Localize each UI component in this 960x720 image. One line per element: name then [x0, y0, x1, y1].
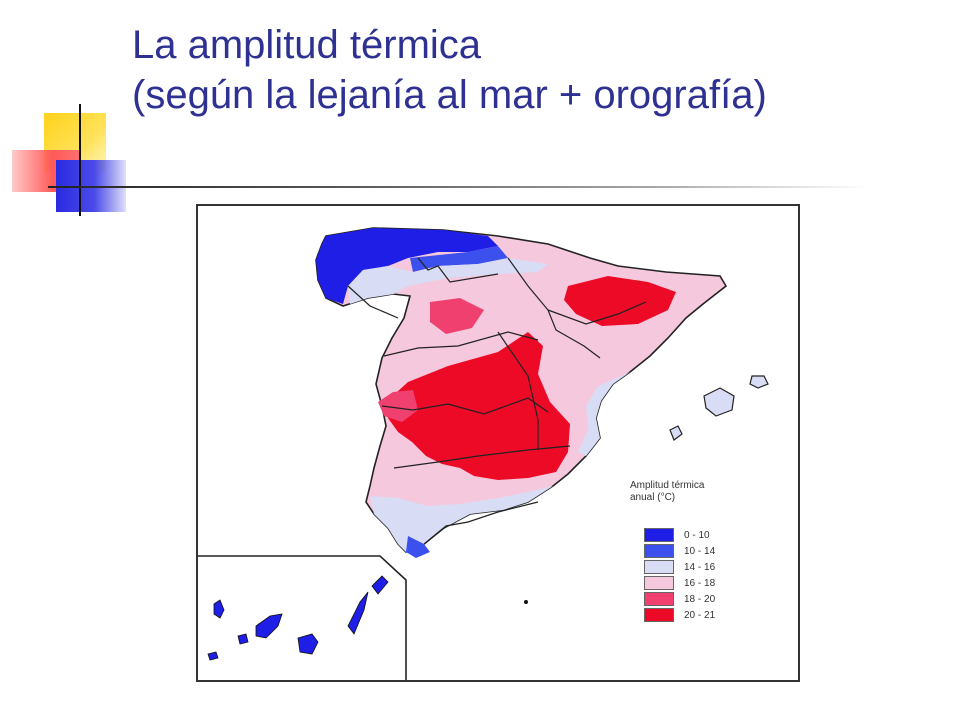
- canary-el-hierro: [207, 651, 219, 661]
- legend-swatch: [644, 576, 674, 590]
- zone-18-20-west: [378, 390, 418, 422]
- alboran-island: [524, 600, 528, 604]
- balearic-mallorca: [703, 387, 735, 417]
- zone-18-21-interior: [386, 332, 570, 480]
- balearic-ibiza: [669, 425, 683, 441]
- legend-list: 0 - 10 10 - 14 14 - 16 16 - 18 18 - 20 2…: [644, 527, 715, 623]
- legend-item: 16 - 18: [644, 575, 715, 591]
- canary-gran-canaria: [297, 633, 319, 655]
- region-boundaries: [347, 257, 647, 545]
- zone-14-16-east: [578, 372, 630, 456]
- legend-label: 18 - 20: [684, 593, 716, 605]
- legend-label: 10 - 14: [684, 545, 716, 557]
- legend-label: 16 - 18: [684, 577, 716, 589]
- canary-inset-border: [198, 555, 407, 680]
- legend-label: 14 - 16: [684, 561, 716, 573]
- canary-tenerife: [255, 613, 283, 639]
- legend-label: 0 - 10: [684, 529, 710, 541]
- legend-item: 10 - 14: [644, 543, 715, 559]
- slide-title: La amplitud térmica (según la lejanía al…: [132, 20, 767, 120]
- slide-title-line-1: La amplitud térmica: [132, 23, 482, 67]
- canary-la-gomera: [237, 633, 249, 645]
- legend-item: 20 - 21: [644, 607, 715, 623]
- zone-0-10-north: [316, 228, 498, 304]
- canary-islands: [207, 575, 389, 661]
- legend-swatch: [644, 608, 674, 622]
- thermal-amplitude-map: Amplitud térmica anual (°C) 0 - 10 10 - …: [196, 204, 800, 682]
- legend-title-line-1: Amplitud térmica: [630, 480, 705, 491]
- decorative-vertical-line: [79, 104, 81, 216]
- legend-item: 14 - 16: [644, 559, 715, 575]
- balearic-menorca: [749, 375, 769, 389]
- zone-14-16-north: [348, 258, 548, 304]
- spain-map-svg: [198, 227, 769, 680]
- legend-item: 18 - 20: [644, 591, 715, 607]
- zone-18-20-duero: [430, 298, 484, 334]
- zone-10-14-north: [410, 246, 508, 272]
- canary-fuerteventura: [347, 591, 369, 635]
- legend-item: 0 - 10: [644, 527, 715, 543]
- canary-la-palma: [213, 599, 225, 619]
- zone-14-16-south: [370, 486, 553, 552]
- legend-swatch: [644, 544, 674, 558]
- legend-swatch: [644, 560, 674, 574]
- title-divider-line: [48, 186, 868, 188]
- canary-lanzarote: [371, 575, 389, 595]
- legend-title-line-2: anual (°C): [630, 492, 676, 503]
- slide-title-line-2: (según la lejanía al mar + orografía): [132, 73, 767, 117]
- zone-10-14-southwest: [406, 536, 430, 558]
- legend-label: 20 - 21: [684, 609, 716, 621]
- legend-title: Amplitud térmica anual (°C): [630, 480, 770, 504]
- legend-swatch: [644, 592, 674, 606]
- legend-swatch: [644, 528, 674, 542]
- zone-20-21-ebro: [564, 276, 676, 326]
